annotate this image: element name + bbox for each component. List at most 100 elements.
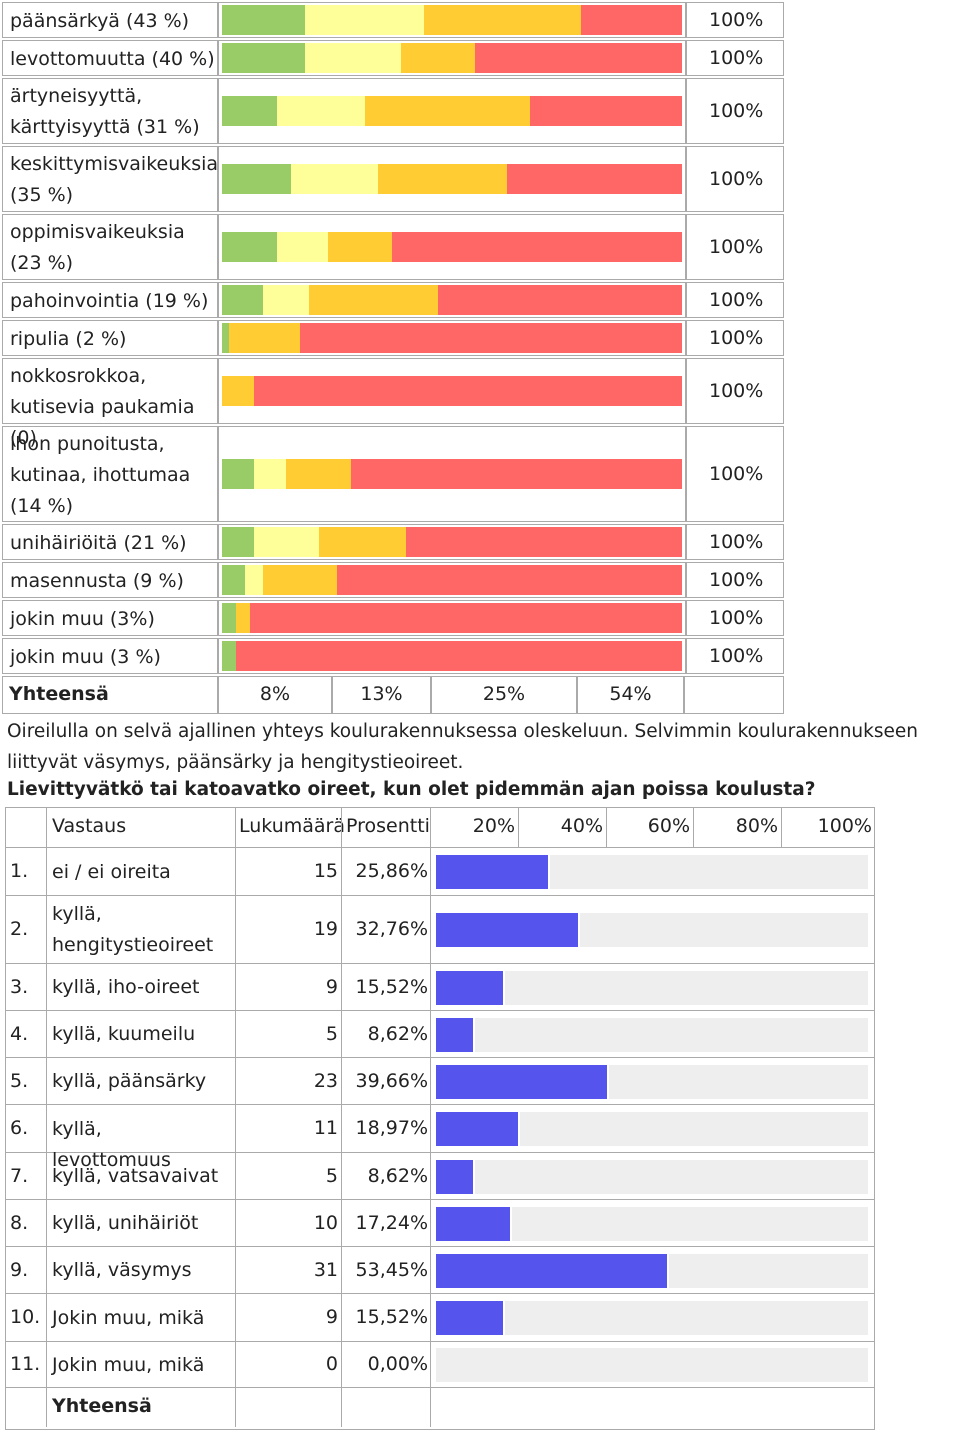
category-total-cell: 13%	[332, 676, 431, 714]
category-total-value: 54%	[609, 683, 652, 705]
answer-bar-fill	[436, 1112, 520, 1146]
answer-bar-track	[436, 1206, 868, 1241]
answer-bar-fill	[436, 1206, 513, 1241]
total-cell: 100%	[686, 320, 784, 356]
answer-label: kyllä, iho-oireet	[52, 976, 200, 998]
bar-segment	[222, 96, 278, 126]
symptom-label-cell: unihäiriöitä (21 %)	[2, 524, 218, 560]
row-divider	[5, 1152, 875, 1153]
row-divider	[5, 1293, 875, 1294]
bar-segment	[392, 232, 682, 262]
bar-segment	[245, 565, 264, 595]
answer-percent: 32,76%	[355, 918, 428, 940]
answer-count: 5	[325, 1164, 338, 1187]
scale-divider	[693, 807, 694, 847]
category-total-cell: 25%	[431, 676, 577, 714]
bar-segment	[263, 565, 337, 595]
answer-percent: 18,97%	[355, 1117, 428, 1139]
bar-segment	[475, 43, 682, 73]
scale-divider	[781, 807, 782, 847]
total-cell: 100%	[686, 638, 784, 674]
answer-bar-track	[436, 1253, 868, 1288]
answer-bar-track	[436, 1017, 868, 1052]
answer-label: kyllä, väsymys	[52, 1259, 192, 1281]
row-number: 8.	[10, 1211, 29, 1234]
answer-label: kyllä, kuumeilu	[52, 1023, 196, 1045]
bar-segment	[222, 527, 255, 557]
stacked-bar-cell	[218, 524, 686, 560]
answer-count: 11	[313, 1117, 338, 1139]
row-divider	[5, 895, 875, 896]
symptom-label: nokkosrokkoa, kutisevia paukamia (0)	[10, 365, 195, 449]
stacked-bar-cell	[218, 600, 686, 636]
stacked-bar	[222, 96, 682, 126]
bar-segment	[424, 5, 581, 35]
answer-label: kyllä, päänsärky	[52, 1070, 207, 1092]
answer-count: 15	[313, 860, 338, 882]
symptom-label-cell: masennusta (9 %)	[2, 562, 218, 598]
bar-segment	[222, 459, 255, 489]
symptom-label-cell: ärtyneisyyttä, kärttyisyyttä (31 %)	[2, 78, 218, 144]
stacked-bar	[222, 641, 682, 671]
answer-count: 9	[325, 1306, 338, 1328]
total-value: 100%	[709, 569, 764, 591]
header-percent: Prosentti	[346, 815, 430, 837]
stacked-bar-cell	[218, 426, 686, 522]
bar-segment	[401, 43, 475, 73]
answer-label: ei / ei oireita	[52, 860, 171, 883]
row-number: 1.	[10, 860, 29, 882]
row-divider	[5, 1104, 875, 1105]
answers-total-label: Yhteensä	[52, 1395, 152, 1417]
bar-segment	[222, 285, 264, 315]
bar-segment	[378, 164, 508, 194]
row-divider	[5, 1199, 875, 1200]
total-cell: 100%	[686, 358, 784, 424]
symptom-label: päänsärkyä (43 %)	[10, 9, 190, 32]
total-value: 100%	[709, 9, 764, 31]
total-value: 100%	[709, 380, 764, 402]
scale-tick-label: 80%	[735, 815, 778, 837]
bar-segment	[235, 641, 682, 671]
symptom-label: oppimisvaikeuksia (23 %)	[10, 221, 185, 274]
stacked-bar-cell	[218, 358, 686, 424]
bar-segment	[406, 527, 682, 557]
answer-bar-track	[436, 913, 868, 947]
bar-segment	[222, 232, 278, 262]
bar-segment	[249, 603, 682, 633]
total-cell: 100%	[686, 78, 784, 144]
answer-percent: 53,45%	[355, 1258, 428, 1281]
category-total-value: 13%	[360, 683, 403, 705]
total-label-text: Yhteensä	[9, 683, 109, 705]
stacked-bar-cell	[218, 146, 686, 212]
bar-segment	[304, 43, 402, 73]
row-divider	[5, 1057, 875, 1058]
category-total-value: 8%	[259, 683, 291, 705]
total-cell: 100%	[686, 146, 784, 212]
answer-bar-track	[436, 1159, 868, 1194]
bar-segment	[228, 323, 301, 353]
bar-segment	[222, 376, 255, 406]
row-divider	[5, 1246, 875, 1247]
answer-label: Jokin muu, mikä	[52, 1306, 205, 1329]
category-total-cell: 54%	[577, 676, 684, 714]
row-number: 7.	[10, 1164, 29, 1187]
answer-percent: 17,24%	[355, 1211, 428, 1234]
symptom-label: jokin muu (3%)	[10, 607, 155, 630]
total-cell: 100%	[686, 426, 784, 522]
stacked-bar	[222, 232, 682, 262]
total-cell: 100%	[686, 282, 784, 318]
bar-segment	[337, 565, 682, 595]
bar-segment	[222, 164, 291, 194]
symptom-label-cell: pahoinvointia (19 %)	[2, 282, 218, 318]
scale-tick-label: 100%	[817, 815, 872, 837]
row-number: 3.	[10, 975, 29, 998]
stacked-bar	[222, 5, 682, 35]
symptom-label: jokin muu (3 %)	[10, 645, 161, 668]
answer-percent: 15,52%	[355, 1306, 428, 1328]
total-value: 100%	[709, 327, 764, 349]
answer-bar-fill	[436, 855, 550, 889]
answers-table-frame	[5, 807, 875, 1430]
answer-percent: 8,62%	[367, 1164, 428, 1187]
column-divider	[430, 807, 431, 1427]
answer-count: 19	[313, 918, 338, 940]
